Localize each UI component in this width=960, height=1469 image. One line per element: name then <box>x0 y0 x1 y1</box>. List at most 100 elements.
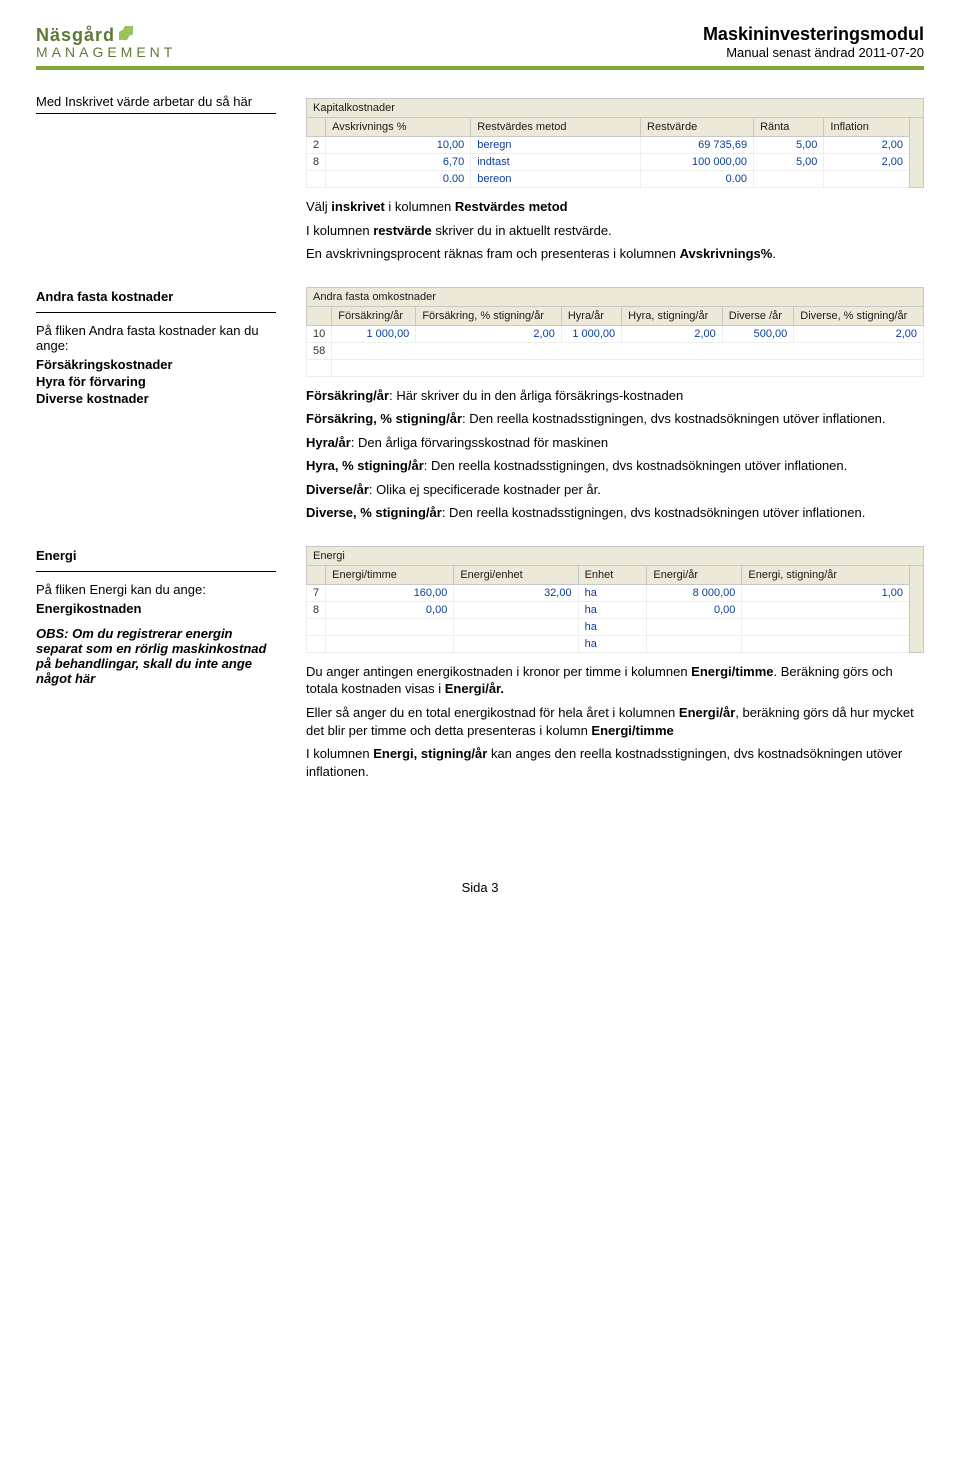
side-intro: På fliken Andra fasta kostnader kan du a… <box>36 323 276 353</box>
side-block-energi: Energi På fliken Energi kan du ange: Ene… <box>36 542 276 686</box>
page-footer: Sida 3 <box>36 880 924 895</box>
side-heading: Energi <box>36 548 276 563</box>
cell: 1 000,00 <box>332 325 416 342</box>
cell: 6,70 <box>326 154 471 171</box>
col-header: Hyra, stigning/år <box>622 306 723 325</box>
para: I kolumnen restvärde skriver du in aktue… <box>306 222 924 240</box>
para: I kolumnen Energi, stigning/år kan anges… <box>306 745 924 780</box>
list-item: Försäkringskostnader <box>36 357 173 372</box>
col-header: Avskrivnings % <box>326 118 471 137</box>
cell: 1 000,00 <box>561 325 621 342</box>
screenshot-kapitalkostnader: Kapitalkostnader Avskrivnings % Restvärd… <box>306 98 924 188</box>
col-header: Restvärdes metod <box>471 118 641 137</box>
cell: 10 <box>307 325 332 342</box>
right-col-1: Kapitalkostnader Avskrivnings % Restvärd… <box>306 94 924 283</box>
cell: 0.00 <box>326 171 471 188</box>
table-title: Energi <box>307 546 924 565</box>
cell: 58 <box>307 342 332 359</box>
col-header: Energi/år <box>647 565 742 584</box>
cell: 32,00 <box>454 584 578 601</box>
side-heading: Andra fasta kostnader <box>36 289 276 304</box>
cell: 2 <box>307 137 326 154</box>
doc-sub: Manual senast ändrad 2011-07-20 <box>703 45 924 60</box>
cell: 0.00 <box>641 171 754 188</box>
cell: ha <box>578 601 647 618</box>
cell: 500,00 <box>722 325 794 342</box>
cell: 2,00 <box>824 154 910 171</box>
logo: Näsgård MANAGEMENT <box>36 26 176 60</box>
para: Eller så anger du en total energikostnad… <box>306 704 924 739</box>
cell: 8 000,00 <box>647 584 742 601</box>
para: Diverse, % stigning/år: Den reella kostn… <box>306 504 924 522</box>
cell: 69 735,69 <box>641 137 754 154</box>
para: En avskrivningsprocent räknas fram och p… <box>306 245 924 263</box>
col-header: Ränta <box>754 118 824 137</box>
side-intro: På fliken Energi kan du ange: <box>36 582 276 597</box>
para: Försäkring, % stigning/år: Den reella ko… <box>306 410 924 428</box>
list-item: Energikostnaden <box>36 601 141 616</box>
col-header: Energi, stigning/år <box>742 565 910 584</box>
cell: 160,00 <box>326 584 454 601</box>
para: Hyra, % stigning/år: Den reella kostnads… <box>306 457 924 475</box>
col-header: Diverse, % stigning/år <box>794 306 924 325</box>
cell: 2,00 <box>794 325 924 342</box>
col-header: Restvärde <box>641 118 754 137</box>
table-title: Kapitalkostnader <box>307 99 924 118</box>
cell: beregn <box>471 137 641 154</box>
cell: 2,00 <box>416 325 562 342</box>
cell: 1,00 <box>742 584 910 601</box>
cell: 0,00 <box>326 601 454 618</box>
cell: 0,00 <box>647 601 742 618</box>
right-col-3: Energi Energi/timme Energi/enhet Enhet E… <box>306 542 924 800</box>
cell <box>307 171 326 188</box>
cell: 5,00 <box>754 137 824 154</box>
cell: 2,00 <box>824 137 910 154</box>
para: Diverse/år: Olika ej specificerade kostn… <box>306 481 924 499</box>
cell: ha <box>578 584 647 601</box>
side-block-inskrivet: Med Inskrivet värde arbetar du så här <box>36 94 276 124</box>
cell <box>454 601 578 618</box>
cell <box>824 171 910 188</box>
col-header: Hyra/år <box>561 306 621 325</box>
list-item: Diverse kostnader <box>36 391 149 406</box>
scrollbar[interactable] <box>910 118 924 188</box>
side-text: Med Inskrivet värde arbetar du så här <box>36 94 276 109</box>
col-header: Energi/enhet <box>454 565 578 584</box>
leaf-icon <box>119 26 133 40</box>
cell: 100 000,00 <box>641 154 754 171</box>
screenshot-andra-fasta: Andra fasta omkostnader Försäkring/år Fö… <box>306 287 924 377</box>
list-item: Hyra för förvaring <box>36 374 146 389</box>
col-header: Enhet <box>578 565 647 584</box>
para: Hyra/år: Den årliga förvaringsskostnad f… <box>306 434 924 452</box>
cell: indtast <box>471 154 641 171</box>
para: Välj inskrivet i kolumnen Restvärdes met… <box>306 198 924 216</box>
doc-title: Maskininvesteringsmodul <box>703 24 924 45</box>
col-header: Diverse /år <box>722 306 794 325</box>
page-header: Näsgård MANAGEMENT Maskininvesteringsmod… <box>36 24 924 70</box>
cell: 8 <box>307 154 326 171</box>
side-list: Försäkringskostnader Hyra för förvaring … <box>36 357 276 406</box>
cell: ha <box>578 618 647 635</box>
col-header: Inflation <box>824 118 910 137</box>
col-header: Försäkring, % stigning/år <box>416 306 562 325</box>
cell: 5,00 <box>754 154 824 171</box>
cell: 2,00 <box>622 325 723 342</box>
logo-bottom: MANAGEMENT <box>36 45 176 60</box>
scrollbar[interactable] <box>910 565 924 652</box>
para: Försäkring/år: Här skriver du in den årl… <box>306 387 924 405</box>
cell: ha <box>578 635 647 652</box>
right-col-2: Andra fasta omkostnader Försäkring/år Fö… <box>306 283 924 542</box>
cell: 8 <box>307 601 326 618</box>
logo-top: Näsgård <box>36 26 176 45</box>
side-list: Energikostnaden <box>36 601 276 616</box>
cell: 7 <box>307 584 326 601</box>
divider <box>36 113 276 114</box>
cell: 10,00 <box>326 137 471 154</box>
divider <box>36 571 276 572</box>
table-title: Andra fasta omkostnader <box>307 287 924 306</box>
header-right: Maskininvesteringsmodul Manual senast än… <box>703 24 924 60</box>
cell <box>754 171 824 188</box>
col-header: Försäkring/år <box>332 306 416 325</box>
side-block-andra: Andra fasta kostnader På fliken Andra fa… <box>36 283 276 408</box>
cell <box>742 601 910 618</box>
